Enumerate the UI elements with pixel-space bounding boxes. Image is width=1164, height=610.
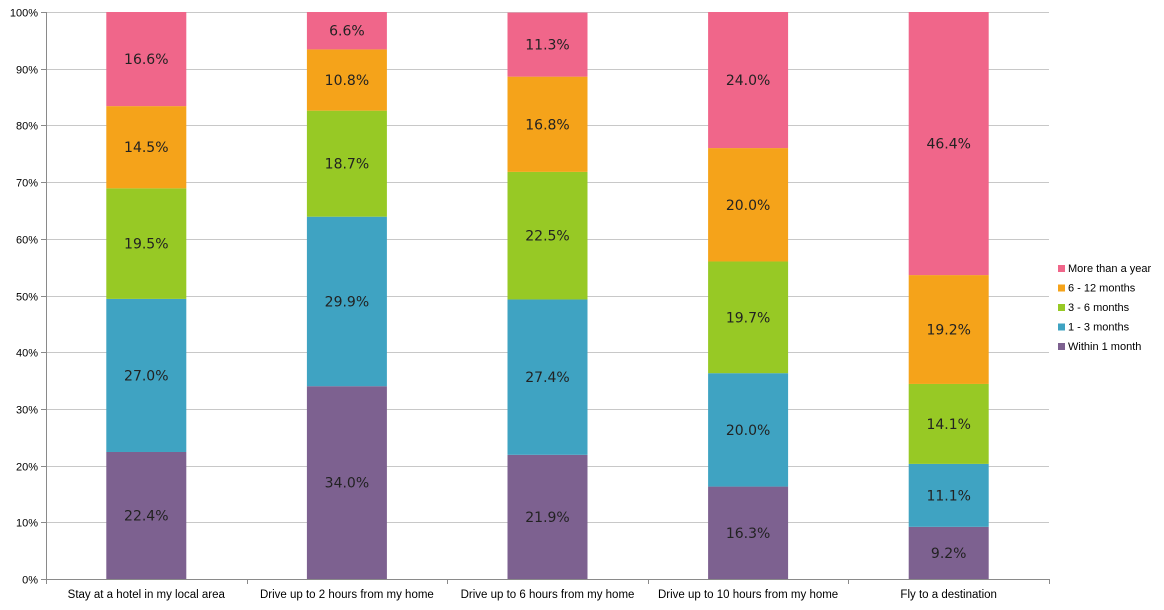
legend-swatch — [1058, 265, 1065, 272]
data-label: 27.0% — [124, 368, 168, 384]
bar-segment — [708, 373, 789, 487]
bar-segment — [908, 12, 989, 276]
legend-label: 3 - 6 months — [1068, 302, 1130, 314]
data-label: 19.2% — [926, 323, 970, 339]
y-tick-label: 80% — [16, 121, 38, 133]
legend-swatch — [1058, 343, 1065, 350]
data-label: 9.2% — [931, 546, 967, 562]
bar-segment — [106, 451, 187, 579]
bar-segment — [306, 49, 387, 111]
legend-swatch — [1058, 284, 1065, 292]
data-label: 10.8% — [325, 73, 369, 89]
bar-segment — [908, 275, 989, 384]
bar-segment — [507, 454, 588, 579]
data-label: 16.3% — [726, 526, 770, 542]
y-tick-label: 100% — [10, 8, 38, 20]
bar-segment — [507, 12, 588, 77]
legend-label: 6 - 12 months — [1068, 283, 1136, 295]
data-label: 21.9% — [525, 510, 569, 526]
y-tick-label: 10% — [16, 518, 38, 530]
data-label: 34.0% — [325, 476, 369, 492]
legend-swatch — [1058, 304, 1065, 311]
data-label: 19.5% — [124, 237, 168, 253]
y-tick-label: 40% — [16, 348, 38, 360]
bar-segment — [708, 486, 789, 579]
y-tick-label: 50% — [16, 292, 38, 304]
data-label: 14.1% — [926, 417, 970, 433]
data-label: 20.0% — [726, 423, 770, 439]
x-category-label: Stay at a hotel in my local area — [68, 589, 226, 601]
data-label: 46.4% — [926, 137, 970, 153]
data-label: 24.0% — [726, 73, 770, 89]
bar-segment — [908, 526, 989, 579]
data-label: 19.7% — [726, 310, 770, 326]
bar-segment — [306, 386, 387, 579]
data-label: 20.0% — [726, 198, 770, 214]
bar-segment — [106, 12, 187, 107]
y-tick-label: 60% — [16, 235, 38, 247]
bar-segment — [908, 463, 989, 527]
y-tick-label: 30% — [16, 405, 38, 417]
legend: More than a year 6 - 12 months 3 - 6 month… — [1058, 263, 1151, 353]
data-label: 16.8% — [525, 117, 569, 133]
data-label: 18.7% — [325, 157, 369, 173]
bar-segment — [708, 261, 789, 374]
data-label: 11.1% — [926, 488, 970, 504]
bar-segment — [507, 171, 588, 300]
axes: 0% 10% 20% 30% 40% 50% 60% 70% 80% 90% 100% Stay at… — [10, 8, 1050, 601]
bar-segment — [306, 12, 387, 50]
bar-segment — [708, 148, 789, 262]
x-category-label: Fly to a destination — [900, 589, 997, 601]
legend-label: More than a year — [1068, 263, 1151, 275]
data-label: 22.5% — [525, 229, 569, 245]
y-tick-label: 90% — [16, 65, 38, 77]
data-label: 14.5% — [124, 140, 168, 156]
data-label: 22.4% — [124, 508, 168, 524]
bar-segment — [106, 106, 187, 189]
bar-segment — [306, 216, 387, 387]
bar-segment — [507, 299, 588, 455]
y-tick-label: 0% — [22, 575, 38, 587]
data-label: 11.3% — [525, 38, 569, 54]
x-category-label: Drive up to 10 hours from my home — [658, 589, 838, 601]
bar-segment — [708, 12, 789, 149]
bar-segment — [106, 188, 187, 299]
data-label: 16.6% — [124, 52, 168, 68]
legend-swatch — [1058, 323, 1065, 331]
y-tick-label: 70% — [16, 178, 38, 190]
bars: 22.4% 27.0% 19.5% 14.5% 16.6% 34.0% 29.9% 18.7%… — [106, 12, 989, 579]
bar-segment — [507, 76, 588, 172]
bar-segment — [908, 383, 989, 464]
bar-segment — [306, 110, 387, 217]
data-label: 27.4% — [525, 370, 569, 386]
data-label: 29.9% — [325, 294, 369, 310]
bar-segment — [106, 298, 187, 452]
legend-label: Within 1 month — [1068, 341, 1141, 353]
x-category-label: Drive up to 6 hours from my home — [461, 589, 635, 601]
x-category-label: Drive up to 2 hours from my home — [260, 589, 434, 601]
data-label: 6.6% — [329, 24, 365, 40]
legend-label: 1 - 3 months — [1068, 322, 1130, 334]
y-tick-label: 20% — [16, 462, 38, 474]
